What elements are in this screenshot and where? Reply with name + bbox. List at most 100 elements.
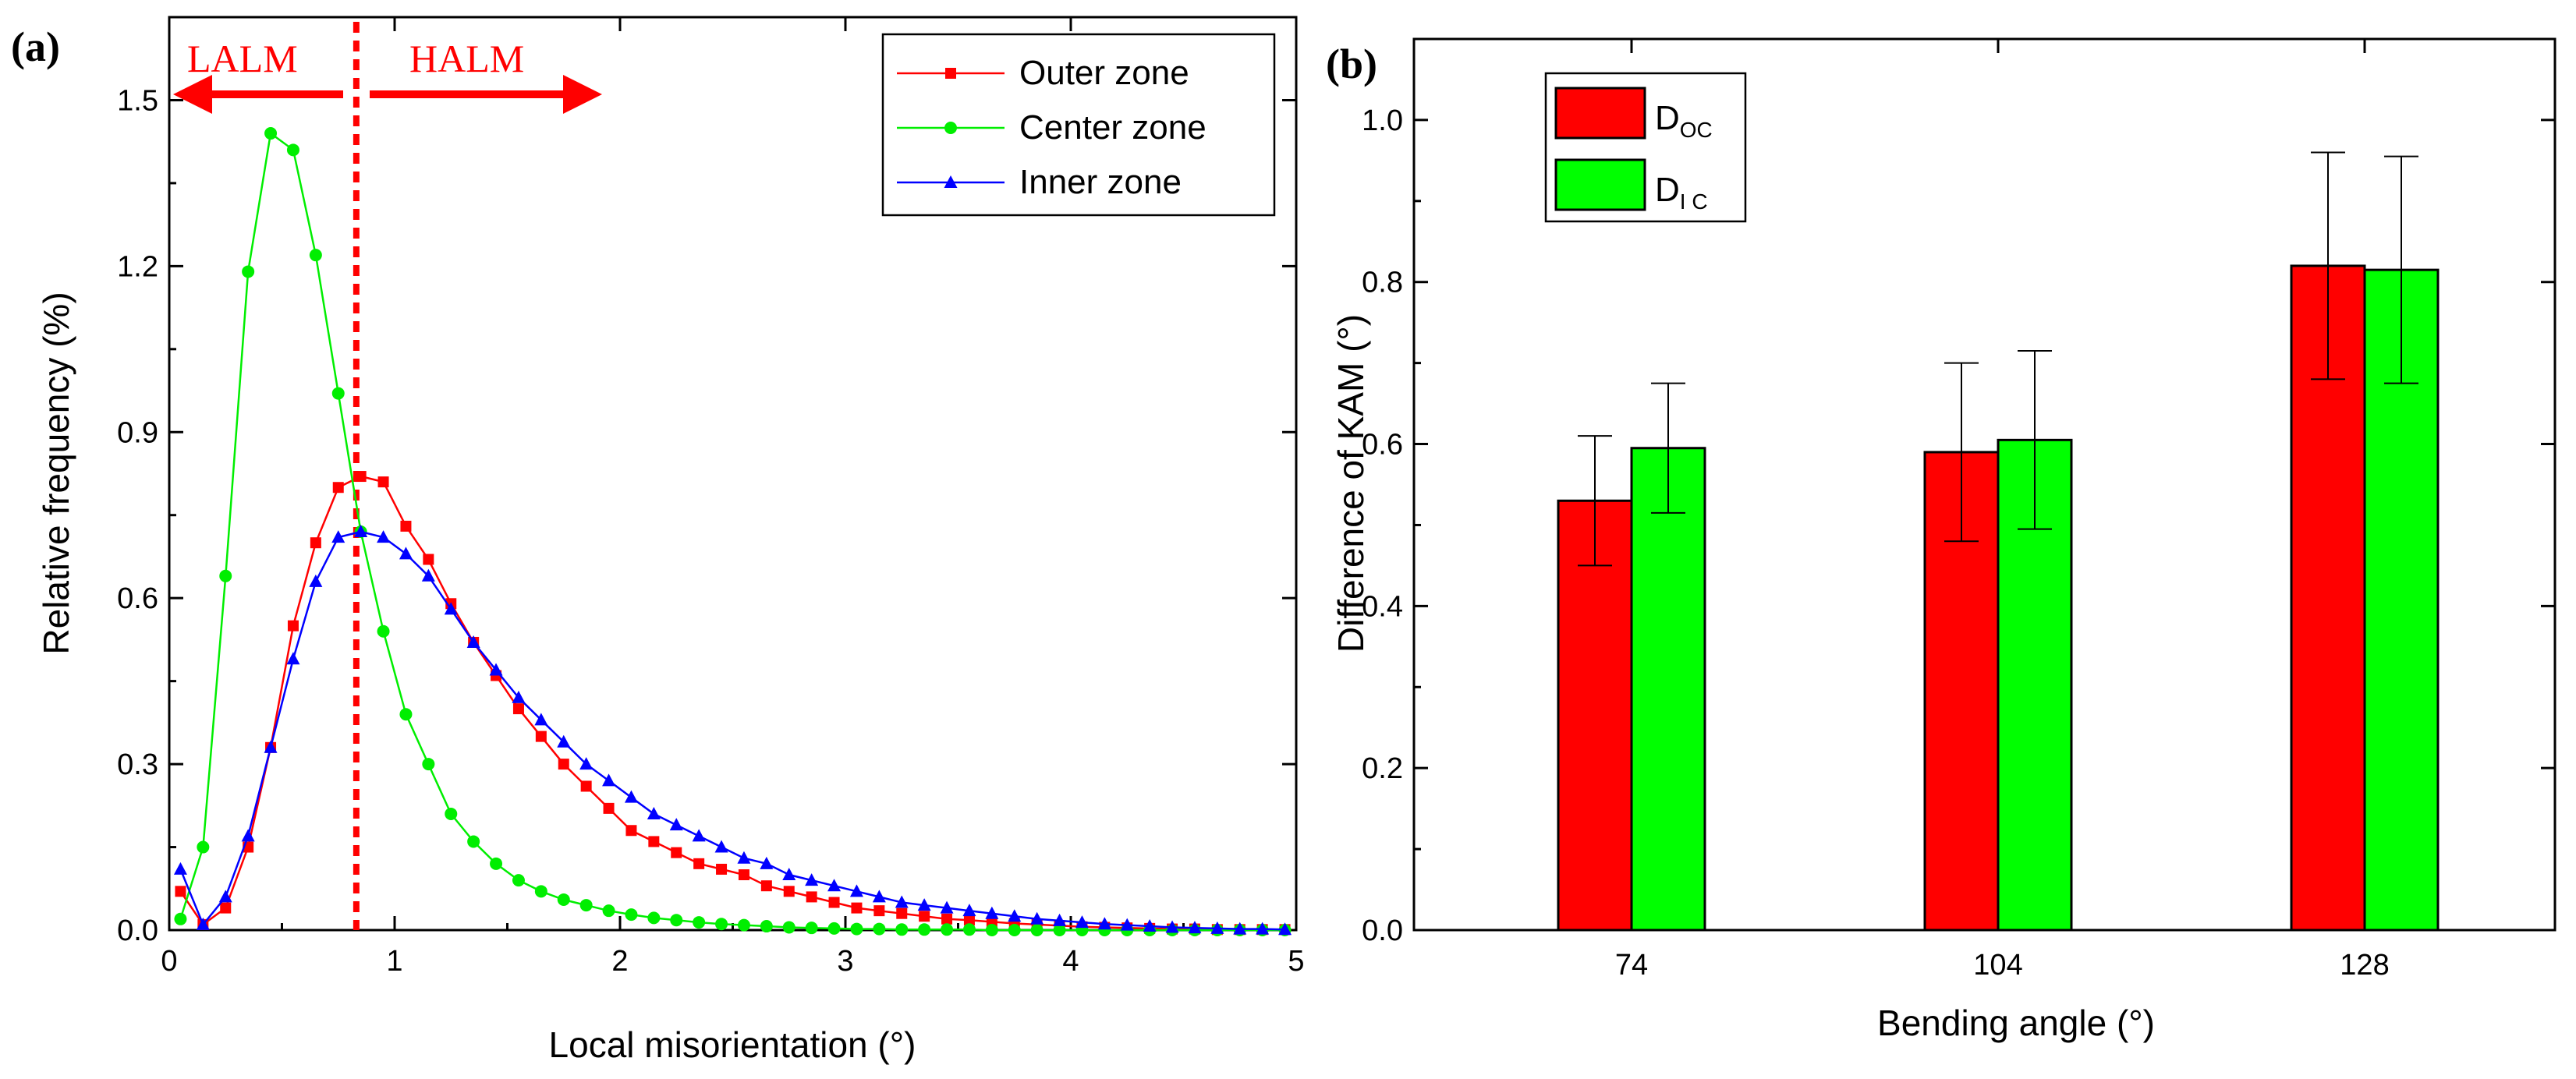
plot-b-y-tick-label: 0.6 bbox=[1362, 429, 1403, 462]
series-outer-zone-point bbox=[377, 476, 389, 488]
series-inner-zone-point bbox=[241, 829, 255, 842]
lalm-label: LALM bbox=[187, 37, 298, 80]
series-inner-zone-point bbox=[962, 904, 976, 917]
series-outer-zone-point bbox=[175, 886, 186, 897]
series-inner-zone-point bbox=[940, 900, 954, 914]
plot-a-legend-keys bbox=[897, 68, 1005, 188]
panel-a-label: (a) bbox=[11, 23, 60, 70]
series-inner-zone-point bbox=[1256, 922, 1270, 935]
series-inner-zone-point bbox=[579, 757, 594, 770]
series-inner-zone-point bbox=[421, 568, 435, 582]
legend-doc-swatch bbox=[1554, 87, 1646, 140]
series-outer-zone-point bbox=[783, 886, 795, 897]
series-outer-zone-point bbox=[963, 914, 975, 926]
plot-a-x-tick-label: 3 bbox=[837, 945, 853, 978]
series-inner-zone-point bbox=[512, 690, 526, 703]
series-outer-zone-point bbox=[806, 891, 817, 903]
plot-b-x-axis: 74 104 128 bbox=[1615, 39, 2390, 982]
series-center-zone-point bbox=[602, 904, 615, 918]
bar-dic bbox=[1630, 447, 1706, 932]
series-inner-zone-point bbox=[624, 790, 638, 803]
plot-a-y-tick-label: 0.6 bbox=[117, 582, 158, 615]
legend-outer-zone-marker bbox=[945, 68, 956, 79]
plot-b-y-axis-title: Difference of KAM (°) bbox=[1331, 314, 1371, 653]
series-inner-zone-point bbox=[827, 879, 842, 892]
series-outer-zone-point bbox=[648, 836, 660, 847]
plot-a-y-tick-label: 0.9 bbox=[117, 416, 158, 449]
series-center-zone-point bbox=[1053, 924, 1066, 936]
series-center-zone-point bbox=[715, 918, 728, 931]
series-inner-zone-point bbox=[714, 840, 728, 853]
series-inner-zone-point bbox=[331, 530, 345, 543]
plot-b-x-axis-title: Bending angle (°) bbox=[1877, 1003, 2155, 1043]
series-center-zone-point bbox=[850, 922, 863, 936]
series-center-zone-point bbox=[490, 857, 503, 870]
legend-dic-main: D bbox=[1655, 171, 1680, 209]
series-center-zone-point bbox=[242, 265, 255, 278]
series-center-zone-line bbox=[179, 131, 1285, 932]
plot-a-x-axis-title: Local misorientation (°) bbox=[549, 1024, 916, 1065]
series-inner-zone-point bbox=[1210, 921, 1224, 934]
series-inner-zone-point bbox=[1053, 913, 1067, 926]
series-outer-zone-point bbox=[558, 759, 569, 770]
plot-b-x-tick-label: 128 bbox=[2340, 949, 2389, 982]
series-inner-zone-point bbox=[466, 635, 480, 648]
plot-b-y-tick-label: 0.4 bbox=[1362, 590, 1403, 623]
series-inner-zone-point bbox=[1165, 920, 1179, 933]
series-inner-zone-point bbox=[1030, 911, 1044, 925]
series-outer-zone-point bbox=[896, 907, 908, 919]
series-inner-zone-point bbox=[557, 734, 571, 748]
series-center-zone-point bbox=[827, 922, 841, 935]
panel-b-label: (b) bbox=[1326, 41, 1377, 87]
series-center-zone-point bbox=[422, 758, 435, 771]
series-center-zone-point bbox=[399, 708, 413, 721]
series-center-zone-point bbox=[309, 249, 322, 262]
series-center-zone-point bbox=[557, 893, 570, 906]
series-center-zone-point bbox=[264, 127, 278, 140]
series-center-zone-point bbox=[737, 918, 750, 932]
plot-a-y-tick-label: 1.5 bbox=[117, 84, 158, 117]
series-outer-zone-point bbox=[603, 802, 615, 814]
plot-b-y-tick-label: 0.2 bbox=[1362, 752, 1403, 785]
series-inner-zone-point bbox=[1233, 922, 1247, 935]
series-inner-zone-point bbox=[669, 818, 683, 831]
series-center-zone-point bbox=[895, 923, 909, 936]
series-inner-zone-point bbox=[872, 890, 886, 903]
series-inner-zone-point bbox=[1278, 922, 1292, 936]
plot-a-x-tick-label: 2 bbox=[611, 945, 628, 978]
series-outer-zone-point bbox=[851, 902, 863, 914]
series-inner-zone bbox=[173, 525, 1292, 936]
plot-b-bars bbox=[1557, 151, 2440, 932]
series-outer-zone-point bbox=[400, 520, 412, 532]
series-center-zone-point bbox=[805, 922, 818, 935]
panel-b: (b) 0.0 0.2 0.4 0.6 0.8 1.0 74 104 128 Differen… bbox=[1326, 37, 2557, 1043]
legend-dic-swatch bbox=[1554, 158, 1646, 211]
series-inner-zone-point bbox=[760, 856, 774, 869]
plot-b-x-tick-label: 104 bbox=[1973, 949, 2022, 982]
plot-a-y-tick-label: 0.0 bbox=[117, 914, 158, 947]
series-inner-zone-point bbox=[647, 806, 661, 819]
plot-b-x-tick-label: 74 bbox=[1615, 949, 1648, 982]
series-outer-zone-point bbox=[355, 471, 367, 483]
series-center-zone-point bbox=[962, 923, 976, 936]
series-center-zone-point bbox=[174, 912, 187, 925]
series-center-zone-point bbox=[286, 143, 299, 157]
series-inner-zone-point bbox=[1120, 918, 1134, 931]
plot-b-y-tick-label: 0.0 bbox=[1362, 914, 1403, 947]
series-outer-zone-point bbox=[625, 825, 637, 837]
plot-a-x-axis: 0 1 2 3 4 5 bbox=[161, 17, 1305, 978]
series-inner-zone-point bbox=[1188, 921, 1202, 934]
series-inner-zone-point bbox=[895, 895, 909, 908]
legend-doc-main: D bbox=[1655, 99, 1680, 137]
legend-dic-subscript: I C bbox=[1680, 189, 1708, 214]
series-outer-zone-point bbox=[671, 847, 682, 858]
series-inner-zone-point bbox=[309, 574, 323, 587]
plot-a-legend: Outer zone Center zone Inner zone bbox=[881, 33, 1276, 217]
series-inner-zone-line bbox=[179, 530, 1285, 931]
plot-b-y-tick-label: 1.0 bbox=[1362, 104, 1403, 137]
series-center-zone-point bbox=[445, 807, 458, 820]
plot-a-y-tick-label: 0.3 bbox=[117, 748, 158, 781]
series-inner-zone-point bbox=[286, 652, 300, 665]
series-inner-zone-point bbox=[1008, 909, 1022, 922]
